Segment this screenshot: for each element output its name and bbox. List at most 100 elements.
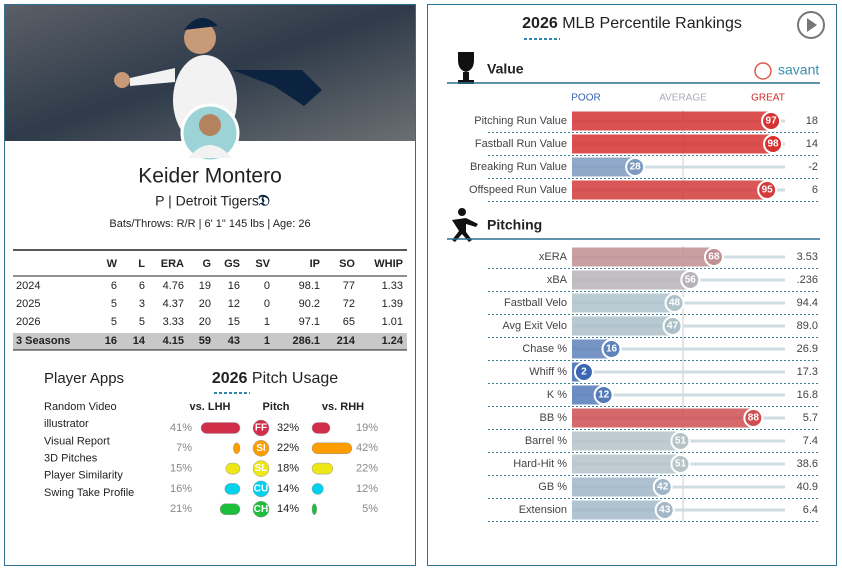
- metric-name: BB %: [539, 412, 567, 424]
- percentile-label: 42: [657, 482, 669, 493]
- app-link[interactable]: 3D Pitches: [44, 453, 98, 465]
- percentile-bar: [572, 111, 772, 131]
- percentile-label: 95: [762, 185, 774, 196]
- metric-name: Extension: [519, 504, 567, 516]
- metric-stat: 14: [806, 138, 818, 150]
- savant-logo: [754, 62, 772, 80]
- percentile-dot: [761, 111, 782, 131]
- avatar-body: [188, 145, 232, 158]
- usage-header: Pitch: [263, 401, 290, 413]
- season: 2025: [16, 298, 40, 310]
- rhh-pct: 22%: [356, 463, 378, 475]
- metric-stat: .236: [797, 274, 818, 286]
- metric-name: Whiff %: [529, 366, 567, 378]
- pitch-code: SI: [256, 443, 266, 454]
- percentile-label: 47: [667, 321, 679, 332]
- metric-stat: 6.4: [803, 504, 818, 516]
- rankings-year: 2026: [522, 15, 558, 32]
- pitch-code: FF: [255, 423, 267, 434]
- metric-name: Fastball Velo: [504, 297, 567, 309]
- usage-header: vs. RHH: [322, 401, 364, 413]
- column-header: SV: [255, 258, 270, 270]
- rhh-bar: [311, 503, 317, 515]
- lhh-bar: [233, 442, 241, 455]
- metric-stat: 5.7: [803, 412, 818, 424]
- pitch-code: CH: [254, 504, 268, 515]
- rankings-title: 2026 MLB Percentile Rankings: [522, 15, 742, 32]
- percentile-bar: [572, 157, 636, 177]
- metric-stat: 3.53: [797, 251, 818, 263]
- metric-stat: 7.4: [803, 435, 818, 447]
- team-line: P | Detroit Tigers: [155, 193, 259, 209]
- trophy-icon: [458, 52, 474, 84]
- stat-cell: 14: [133, 335, 146, 347]
- app-link[interactable]: Visual Report: [44, 435, 110, 447]
- percentile-label: 98: [767, 139, 779, 150]
- lhh-pct: 7%: [176, 442, 192, 454]
- avatar-face: [199, 114, 221, 136]
- percentile-label: 16: [606, 344, 618, 355]
- percentile-dot: [625, 157, 646, 177]
- metric-stat: 94.4: [797, 297, 818, 309]
- metric-stat: 18: [806, 115, 818, 127]
- stat-cell: 6: [139, 280, 145, 292]
- app-link[interactable]: Swing Take Profile: [44, 487, 134, 499]
- percentile-label: 51: [675, 436, 687, 447]
- usage-pct: 14%: [277, 483, 299, 495]
- percentile-label: 88: [748, 413, 760, 424]
- app-link[interactable]: Random Video: [44, 401, 117, 413]
- metric-name: Avg Exit Velo: [502, 320, 567, 332]
- usage-pct: 14%: [277, 503, 299, 515]
- season: 2026: [16, 316, 40, 328]
- percentile-dot: [703, 247, 724, 267]
- column-header: GS: [224, 258, 240, 270]
- pitcher-icon: [452, 208, 478, 242]
- stat-cell: 1.39: [382, 298, 403, 310]
- apps-title: Player Apps: [44, 370, 124, 387]
- section-title: Pitching: [487, 217, 542, 233]
- career-row-bg: [13, 333, 407, 350]
- percentile-label: 2: [581, 367, 587, 378]
- stat-cell: 43: [228, 335, 240, 347]
- stat-cell: 3.33: [163, 316, 184, 328]
- metric-stat: 89.0: [797, 320, 818, 332]
- percentile-label: 56: [685, 275, 697, 286]
- metric-name: Fastball Run Value: [475, 138, 567, 150]
- metric-name: Offspeed Run Value: [469, 184, 567, 196]
- percentile-dot: [763, 134, 784, 154]
- metric-stat: 40.9: [797, 481, 818, 493]
- app-link[interactable]: Player Similarity: [44, 470, 123, 482]
- stat-cell: 72: [343, 298, 355, 310]
- pitch-code: CU: [254, 484, 268, 495]
- stat-cell: 5: [139, 316, 145, 328]
- stat-cell: 214: [337, 335, 356, 347]
- stat-cell: 286.1: [292, 335, 320, 347]
- brand: savant: [778, 62, 819, 78]
- app-link[interactable]: illustrator: [44, 418, 89, 430]
- stat-cell: 1: [264, 335, 270, 347]
- percentile-dot: [757, 180, 778, 200]
- percentile-label: 12: [598, 390, 610, 401]
- metric-stat: -2: [808, 161, 818, 173]
- percentile-dot: [662, 316, 683, 336]
- season: 2024: [16, 280, 40, 292]
- column-header: G: [202, 258, 211, 270]
- stat-cell: 4.15: [163, 335, 184, 347]
- usage-title-text: Pitch Usage: [252, 370, 338, 387]
- percentile-dot: [664, 293, 685, 313]
- metric-name: GB %: [538, 481, 567, 493]
- pitch-badge: [252, 440, 270, 457]
- stat-cell: 6: [111, 280, 117, 292]
- metric-name: xBA: [547, 274, 568, 286]
- usage-pct: 18%: [277, 463, 299, 475]
- column-header: W: [107, 258, 118, 270]
- lhh-pct: 16%: [170, 483, 192, 495]
- column-header: ERA: [161, 258, 184, 270]
- percentile-bar: [572, 431, 681, 451]
- stat-cell: 16: [228, 280, 240, 292]
- season: 3 Seasons: [16, 335, 70, 347]
- usage-title: 2026 Pitch Usage: [212, 370, 338, 387]
- stat-cell: 5: [111, 316, 117, 328]
- stat-cell: 20: [199, 298, 211, 310]
